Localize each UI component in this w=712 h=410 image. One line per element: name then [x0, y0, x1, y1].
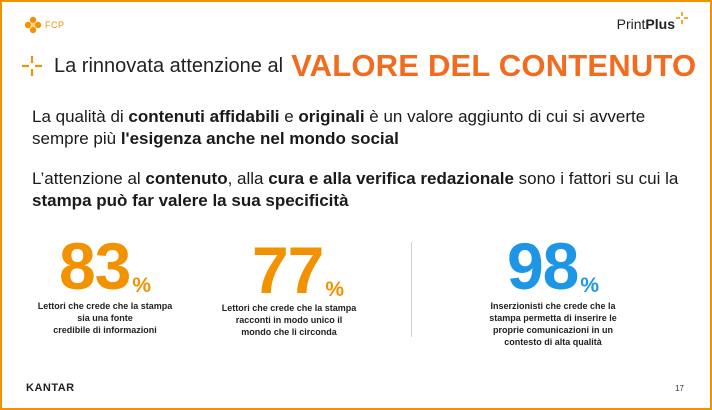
paragraph-quality: La qualità di contenuti affidabili e ori…: [32, 106, 692, 150]
stat-unit: %: [325, 278, 345, 301]
stat-readers-credible: 83% Lettori che crede che la stampa sia …: [20, 229, 190, 336]
printplus-logo-bold: Plus: [645, 16, 675, 32]
kantar-logo: KANTAR: [26, 382, 75, 394]
stat-line: Lettori che crede che la stampa: [221, 303, 357, 313]
sparkle-plus-icon: [22, 56, 42, 76]
slide-title: La rinnovata attenzione al VALORE DEL CO…: [22, 48, 696, 84]
vertical-divider: [411, 242, 412, 337]
stat-description: Inserzionisti che crede che la stampa pe…: [464, 300, 642, 348]
paragraph-content: L’attenzione al contenuto, alla cura e a…: [32, 168, 692, 212]
fcp-logo-text: FCP: [45, 20, 65, 30]
bold-span: l'esigenza anche nel mondo social: [120, 129, 399, 148]
stat-description: Lettori che crede che la stampa sia una …: [20, 300, 190, 336]
stat-value: 83: [58, 229, 131, 303]
bold-span: cura e alla verifica redazionale: [268, 169, 514, 188]
bold-span: contenuti affidabili: [128, 107, 280, 126]
stat-line: Inserzionisti che crede che la: [490, 301, 616, 311]
text-span: sono i fattori su cui la: [513, 169, 679, 188]
sparkle-plus-icon: [676, 12, 688, 24]
stat-line: racconti in modo unico il: [235, 315, 343, 325]
stat-unit: %: [132, 274, 152, 297]
stat-line: mondo che li circonda: [241, 327, 337, 337]
stat-description: Lettori che crede che la stampa racconti…: [208, 302, 370, 338]
page-number: 17: [675, 384, 684, 393]
text-span: , alla: [227, 169, 269, 188]
bold-span: originali: [298, 107, 365, 126]
stat-line: contesto di alta qualità: [504, 337, 602, 347]
text-span: e: [279, 107, 299, 126]
stat-line: proprie comunicazioni in un: [492, 325, 613, 335]
stat-value: 77: [251, 233, 324, 307]
stat-line: credibile di informazioni: [53, 325, 157, 335]
text-span: L’attenzione al: [32, 169, 146, 188]
printplus-logo-light: Print: [616, 16, 646, 32]
title-prefix: La rinnovata attenzione al: [54, 54, 284, 77]
printplus-logo: Print Plus: [616, 12, 688, 32]
stat-advertisers-quality: 98% Inserzionisti che crede che la stamp…: [464, 229, 642, 348]
text-span: è un valore aggiunto di cui si avverte s…: [32, 107, 646, 148]
text-span: La qualità di: [32, 107, 129, 126]
flower-icon: [24, 16, 42, 34]
stat-line: stampa permetta di inserire le: [489, 313, 617, 323]
fcp-logo: FCP: [24, 16, 65, 34]
stat-unit: %: [580, 274, 600, 297]
bold-span: contenuto: [145, 169, 228, 188]
title-emphasis: VALORE DEL CONTENUTO: [291, 48, 697, 83]
stat-value: 98: [506, 229, 579, 303]
bold-span: stampa può far valere la sua specificità: [32, 191, 349, 210]
stat-readers-unique: 77% Lettori che crede che la stampa racc…: [208, 233, 370, 338]
stat-line: sia una fonte: [77, 313, 133, 323]
stat-line: Lettori che crede che la stampa: [37, 301, 173, 311]
